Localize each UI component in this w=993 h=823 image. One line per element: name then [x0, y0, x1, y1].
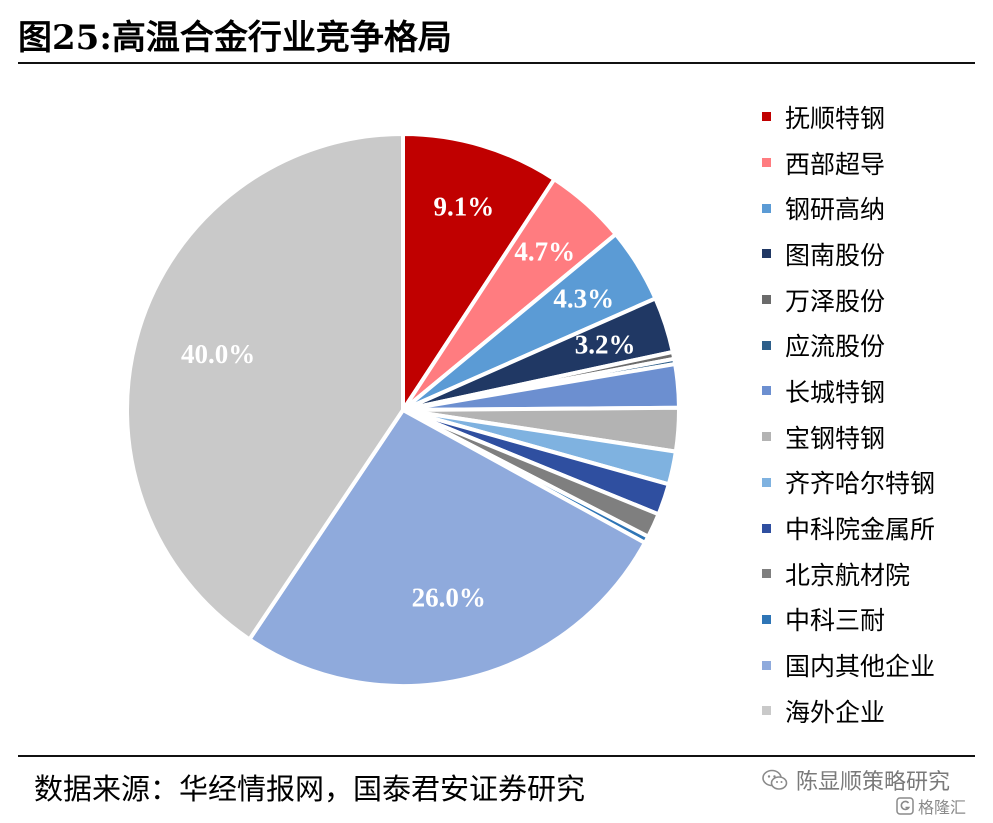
- watermark-account: 陈显顺策略研究: [762, 764, 950, 796]
- data-label-3: 4.3%: [553, 283, 614, 313]
- legend-item-8: 宝钢特钢: [762, 414, 935, 460]
- legend-swatch: [762, 340, 771, 350]
- legend-label: 抚顺特钢: [785, 103, 886, 133]
- pie-slice-1: [401, 132, 557, 412]
- legend-swatch: [762, 477, 771, 487]
- legend-label: 中科三耐: [785, 606, 886, 636]
- wechat-icon: [762, 769, 788, 790]
- title-rule: [18, 62, 975, 64]
- legend-item-4: 图南股份: [762, 231, 935, 277]
- chart-title: 图25:高温合金行业竞争格局: [18, 18, 452, 58]
- legend-swatch: [762, 295, 771, 305]
- legend-swatch: [762, 386, 771, 396]
- legend-swatch: [762, 523, 771, 533]
- watermark-account-name: 陈显顺策略研究: [796, 770, 951, 795]
- watermark-site: 格隆汇: [896, 794, 966, 818]
- legend-item-1: 抚顺特钢: [762, 94, 935, 140]
- legend-item-2: 西部超导: [762, 140, 935, 186]
- legend-item-5: 万泽股份: [762, 277, 935, 323]
- legend-label: 应流股份: [785, 332, 886, 362]
- source-note: 数据来源：华经情报网，国泰君安证券研究: [34, 772, 586, 806]
- legend-swatch: [762, 112, 771, 122]
- legend-swatch: [762, 660, 771, 670]
- legend-item-9: 齐齐哈尔特钢: [762, 460, 935, 506]
- legend-item-3: 钢研高纳: [762, 185, 935, 231]
- legend-swatch: [762, 203, 771, 213]
- legend-item-10: 中科院金属所: [762, 505, 935, 551]
- legend-label: 国内其他企业: [785, 652, 936, 682]
- legend-swatch: [762, 158, 771, 168]
- legend-label: 齐齐哈尔特钢: [785, 469, 936, 499]
- legend-label: 图南股份: [785, 240, 886, 270]
- legend-label: 万泽股份: [785, 286, 886, 316]
- legend-swatch: [762, 249, 771, 259]
- legend-label: 长城特钢: [785, 377, 886, 407]
- pie-slice-13: [247, 408, 647, 688]
- legend-item-11: 北京航材院: [762, 551, 935, 597]
- data-label-1: 9.1%: [433, 191, 494, 221]
- g-logo-icon: [896, 797, 914, 815]
- source-rule: [18, 755, 975, 757]
- legend-label: 宝钢特钢: [785, 423, 886, 453]
- legend-item-7: 长城特钢: [762, 368, 935, 414]
- watermark-site-name: 格隆汇: [918, 798, 967, 817]
- legend-label: 北京航材院: [785, 560, 911, 590]
- chart-legend: 抚顺特钢西部超导钢研高纳图南股份万泽股份应流股份长城特钢宝钢特钢齐齐哈尔特钢 中科…: [762, 94, 935, 734]
- legend-label: 海外企业: [785, 697, 886, 727]
- legend-swatch: [762, 614, 771, 624]
- data-label-14: 40.0%: [181, 339, 255, 369]
- pie-slice-14: [125, 132, 405, 642]
- data-label-4: 3.2%: [575, 329, 636, 359]
- legend-label: 钢研高纳: [785, 195, 886, 225]
- legend-item-13: 国内其他企业: [762, 642, 935, 688]
- legend-label: 中科院金属所: [785, 515, 936, 545]
- data-label-2: 4.7%: [514, 237, 575, 267]
- legend-swatch: [762, 706, 771, 716]
- legend-label: 西部超导: [785, 149, 886, 179]
- data-label-13: 26.0%: [412, 583, 486, 613]
- legend-item-6: 应流股份: [762, 322, 935, 368]
- legend-swatch: [762, 569, 771, 579]
- legend-swatch: [762, 432, 771, 442]
- legend-item-12: 中科三耐: [762, 597, 935, 643]
- legend-item-14: 海外企业: [762, 688, 935, 734]
